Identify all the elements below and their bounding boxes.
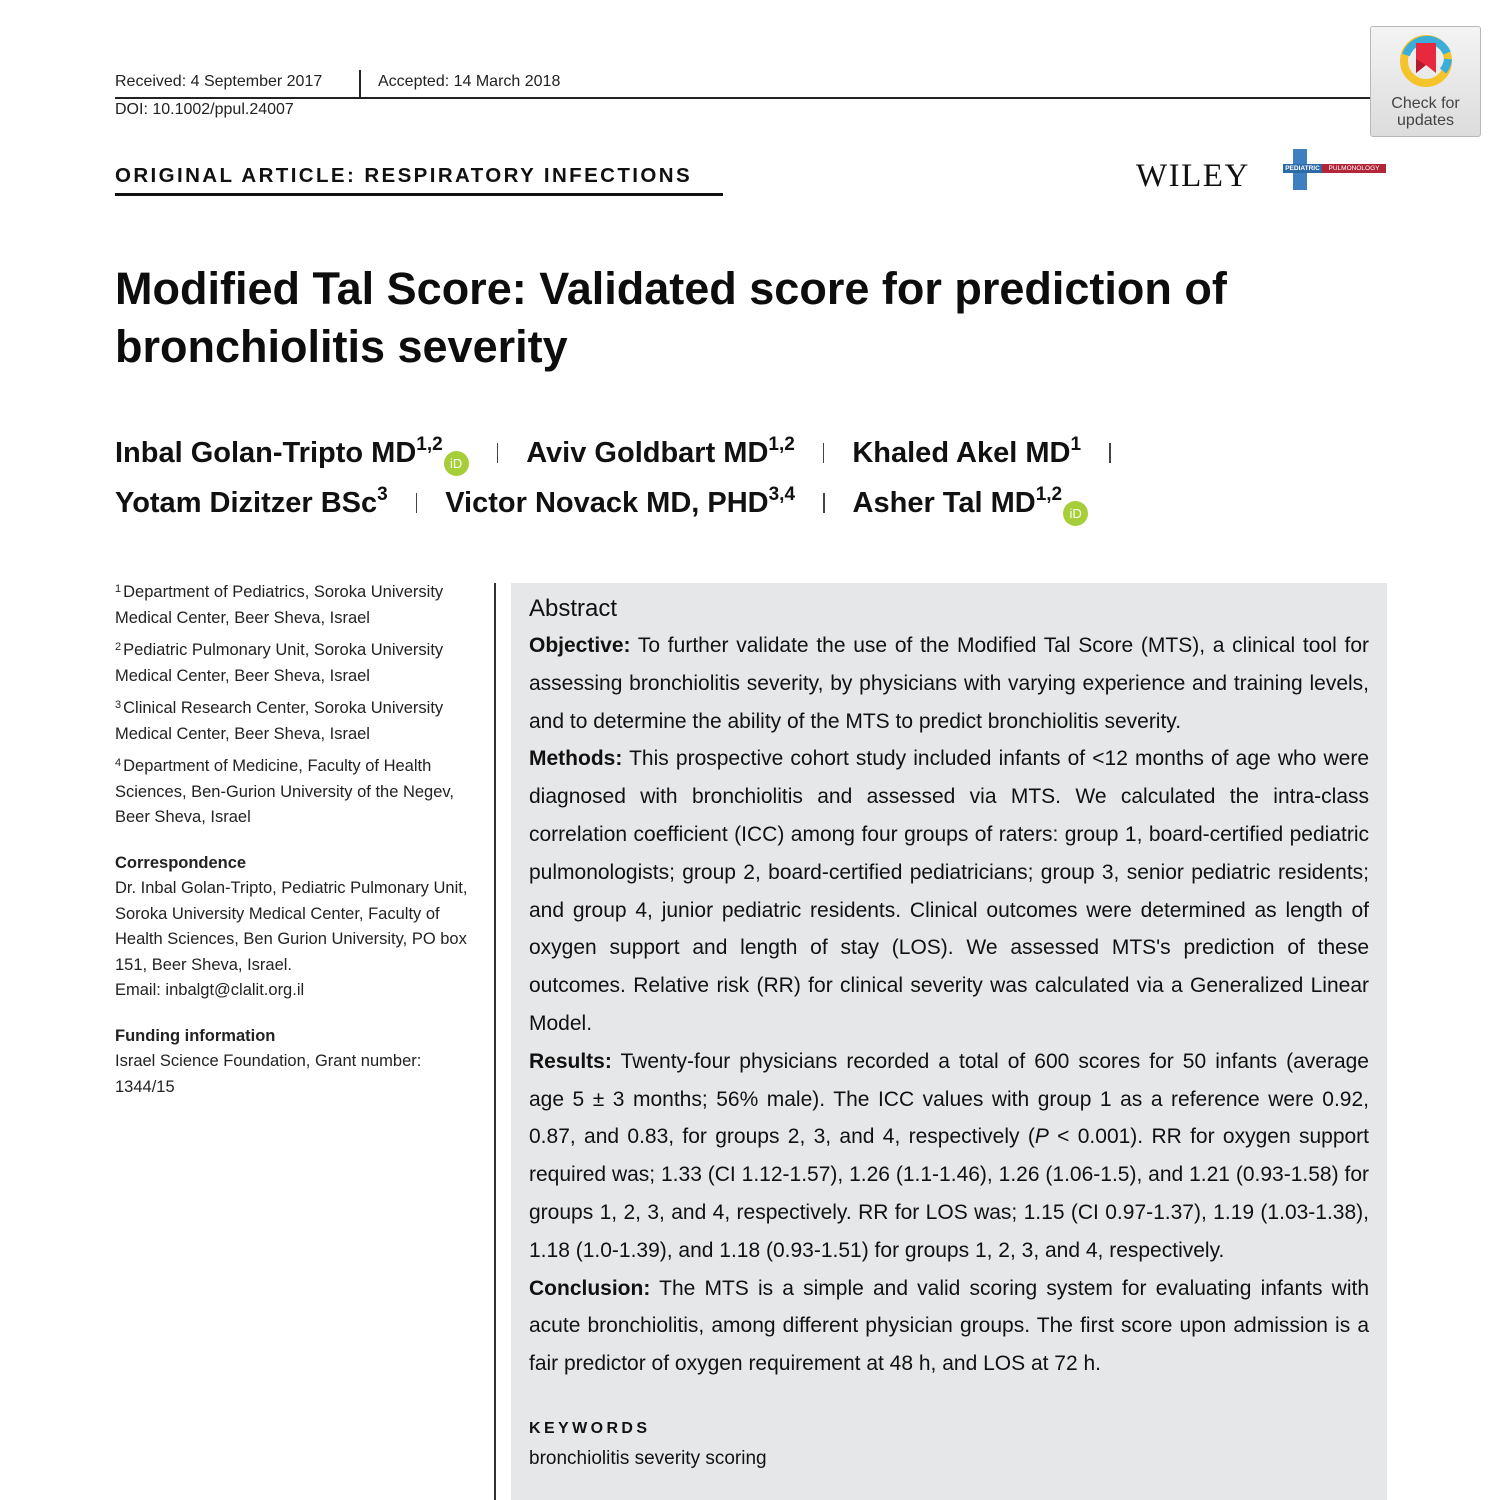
keywords-heading: KEYWORDS (529, 1419, 651, 1437)
abstract-objective: Objective: To further validate the use o… (529, 634, 1369, 733)
abstract-results: Results: Twenty-four physicians recorded… (529, 1049, 1370, 1262)
author[interactable]: Khaled Akel MD1 (852, 434, 1082, 469)
column-divider (494, 583, 496, 1500)
crossmark-icon (1400, 35, 1452, 87)
correspondence-email[interactable]: Email: inbalgt@clalit.org.il (115, 981, 305, 999)
article-title: Modified Tal Score: Validated score for … (115, 263, 1227, 372)
check-for-updates-button[interactable]: Check for updates (1370, 26, 1481, 137)
author-divider (822, 443, 825, 463)
check-for-updates-label: Check for updates (1391, 95, 1460, 129)
abstract-heading: Abstract (529, 595, 618, 622)
funding-heading: Funding information (115, 1026, 276, 1045)
funding-text: Israel Science Foundation, Grant number:… (115, 1052, 422, 1096)
abstract-methods: Methods: This prospective cohort study i… (529, 747, 1369, 1035)
orcid-icon[interactable]: iD (1063, 501, 1089, 526)
wiley-logo: WILEY (1136, 158, 1250, 194)
abstract-panel: Abstract Objective: To further validate … (511, 583, 1387, 1500)
doi[interactable]: DOI: 10.1002/ppul.24007 (115, 101, 294, 118)
affiliation: 4 Department of Medicine, Faculty of Heal… (115, 757, 455, 826)
author[interactable]: Inbal Golan-Tripto MD1,2iD (115, 428, 469, 478)
correspondence-heading: Correspondence (115, 853, 247, 872)
author-list: Inbal Golan-Tripto MD1,2iD Aviv Goldbart … (115, 428, 1265, 528)
author-divider (496, 443, 499, 463)
article-info-column: 1 Department of Pediatrics, Soroka Univer… (115, 580, 485, 1100)
author[interactable]: Asher Tal MD1,2iD (853, 478, 1089, 528)
author-divider (1109, 443, 1111, 463)
affiliation: 2 Pediatric Pulmonary Unit, Soroka Univer… (115, 641, 444, 685)
author[interactable]: Aviv Goldbart MD1,2 (526, 434, 795, 469)
affiliation: 3 Clinical Research Center, Soroka Univer… (115, 699, 444, 743)
keywords: bronchiolitis severity scoring (529, 1447, 767, 1469)
author-divider (823, 493, 825, 513)
article-section-label: ORIGINAL ARTICLE: RESPIRATORY INFECTIONS (115, 164, 723, 196)
author[interactable]: Victor Novack MD, PHD3,4 (445, 484, 796, 519)
pediatric-pulmonology-logo: PEDIATRIC PULMONOLOGY (1279, 149, 1389, 191)
orcid-icon[interactable]: iD (443, 451, 469, 476)
correspondence-text: Dr. Inbal Golan-Tripto, Pediatric Pulmon… (115, 879, 468, 974)
accepted-date: Accepted: 14 March 2018 (378, 73, 561, 90)
received-date: Received: 4 September 2017 (115, 73, 323, 90)
author[interactable]: Yotam Dizitzer BSc3 (115, 484, 388, 519)
affiliation: 1 Department of Pediatrics, Soroka Univer… (115, 583, 444, 627)
abstract-conclusion: Conclusion: The MTS is a simple and vali… (529, 1276, 1369, 1376)
article-dates: Received: 4 September 2017 Accepted: 14 … (115, 70, 1370, 99)
date-divider (359, 70, 361, 98)
author-divider (415, 493, 418, 513)
